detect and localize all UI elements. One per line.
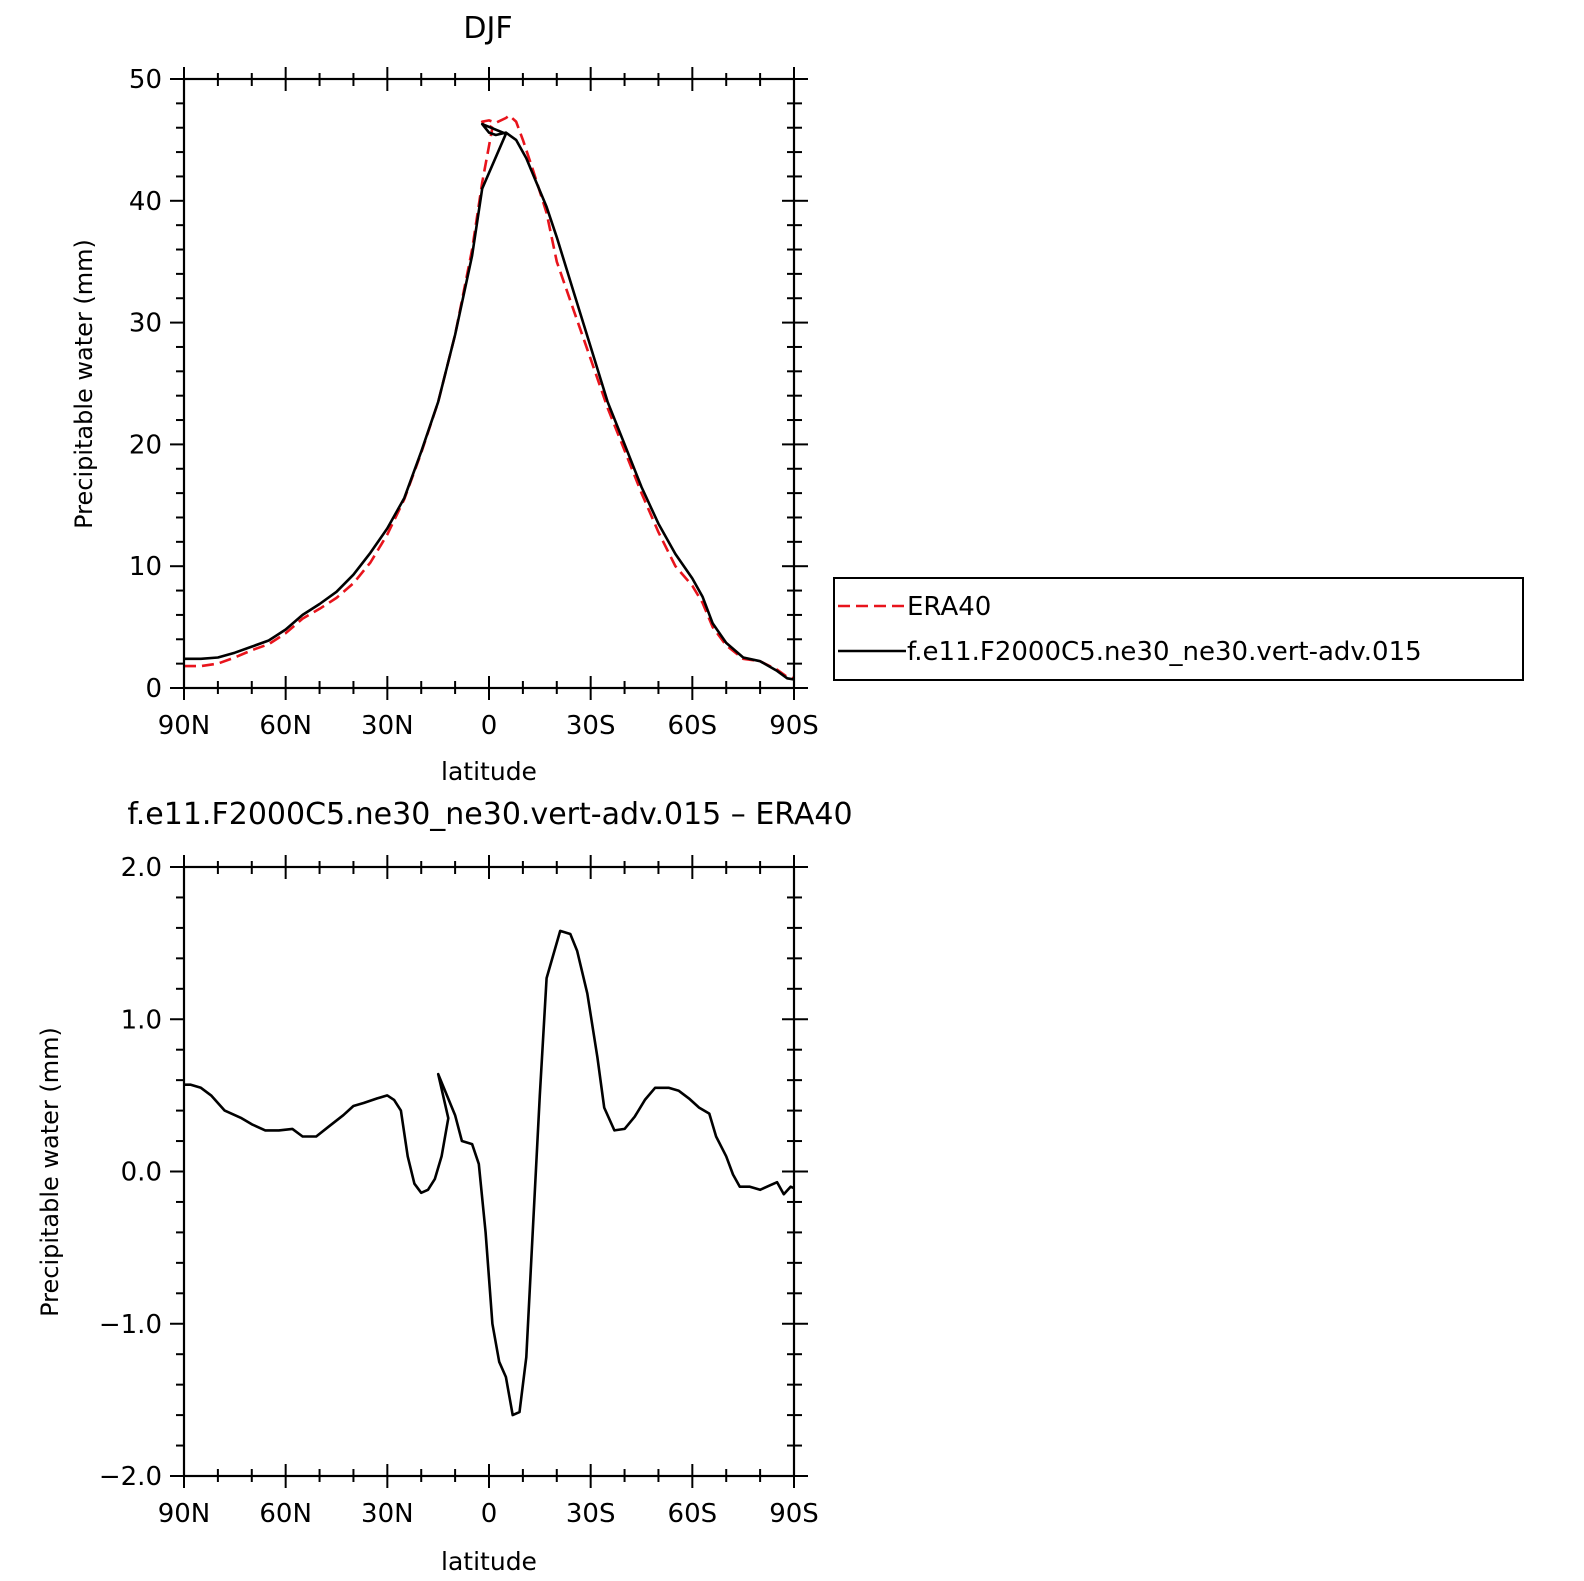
top-y-axis-label: Precipitable water (mm) [70, 239, 98, 529]
y-tick-label: 2.0 [121, 853, 162, 883]
y-tick-label: 50 [129, 65, 162, 95]
x-tick-label: 90N [158, 711, 211, 741]
top-series-line-era40 [184, 114, 795, 680]
x-tick-label: 90S [769, 1499, 819, 1529]
x-tick-label: 90N [158, 1499, 211, 1529]
y-tick-label: 20 [129, 430, 162, 460]
x-tick-label: 0 [481, 711, 498, 741]
top-series-line-f-e11-f2000c5-ne30-ne30-vert-adv-015 [184, 122, 795, 681]
y-tick-label: 40 [129, 187, 162, 217]
bottom-x-axis-label: latitude [441, 1547, 537, 1576]
x-tick-label: 30S [566, 711, 616, 741]
legend-box [833, 577, 1524, 681]
top-chart: DJF 90N 60N 30N 0 30S 60S 90S 0 10 20 30 40 50 Preci… [70, 11, 819, 786]
y-tick-label: 0 [145, 674, 162, 704]
x-tick-label: 60N [259, 711, 312, 741]
y-tick-label: 1.0 [121, 1005, 162, 1035]
legend: ERA40 f.e11.F2000C5.ne30_ne30.vert-adv.0… [833, 577, 1524, 681]
bottom-chart: f.e11.F2000C5.ne30_ne30.vert-adv.015 – E… [36, 797, 853, 1576]
bottom-chart-title: f.e11.F2000C5.ne30_ne30.vert-adv.015 – E… [127, 797, 852, 832]
x-tick-label: 60S [668, 1499, 718, 1529]
y-tick-label: −1.0 [99, 1310, 162, 1340]
x-tick-label: 30S [566, 1499, 616, 1529]
x-tick-label: 30N [361, 711, 414, 741]
bottom-series-line-0 [184, 929, 795, 1417]
legend-label-era40: ERA40 [907, 592, 991, 622]
y-tick-label: 0.0 [121, 1158, 162, 1188]
legend-label-model: f.e11.F2000C5.ne30_ne30.vert-adv.015 [907, 637, 1422, 667]
top-x-axis-label: latitude [441, 757, 537, 786]
bottom-y-axis-label: Precipitable water (mm) [36, 1027, 64, 1317]
bottom-plot-frame [182, 865, 796, 1478]
y-tick-label: −2.0 [99, 1462, 162, 1492]
x-tick-label: 90S [769, 711, 819, 741]
x-tick-label: 60S [668, 711, 718, 741]
x-tick-label: 60N [259, 1499, 312, 1529]
top-chart-title: DJF [463, 11, 512, 46]
y-tick-label: 30 [129, 309, 162, 339]
x-tick-label: 30N [361, 1499, 414, 1529]
y-tick-label: 10 [129, 552, 162, 582]
x-tick-label: 0 [481, 1499, 498, 1529]
